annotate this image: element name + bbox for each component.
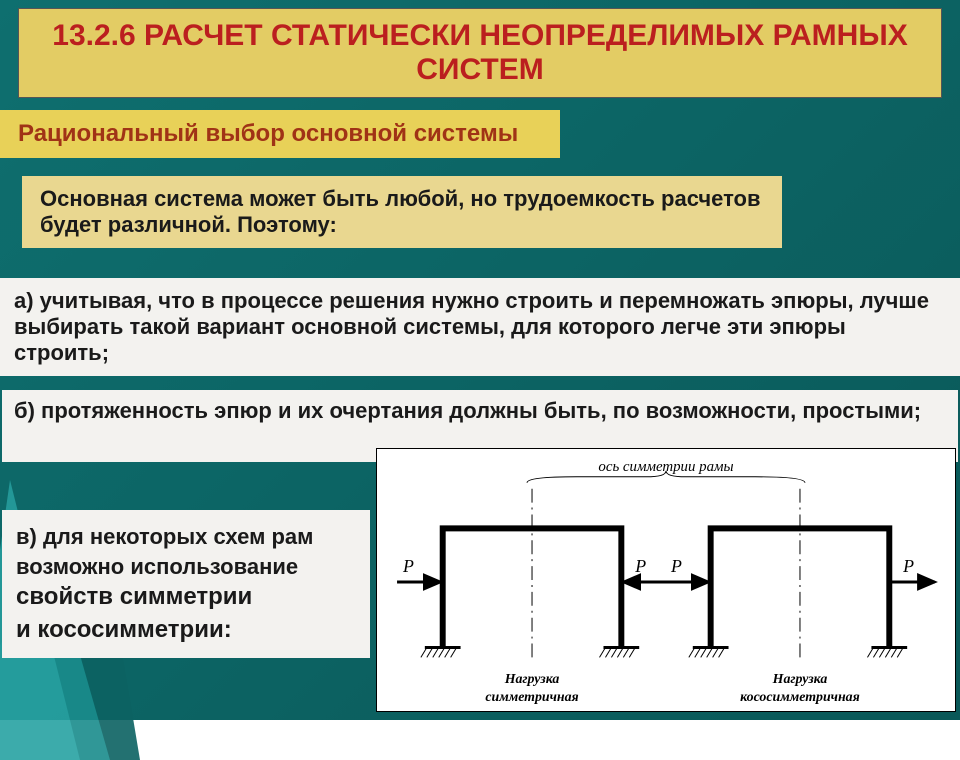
- svg-text:симметричная: симметричная: [485, 690, 578, 705]
- svg-text:P: P: [634, 556, 646, 576]
- note-c-line2: свойств симметрии: [16, 583, 252, 610]
- slide-subtitle: Рациональный выбор основной системы: [0, 110, 560, 158]
- note-c-line1: в) для некоторых схем рам возможно испол…: [16, 524, 313, 579]
- svg-text:Нагрузка: Нагрузка: [772, 672, 828, 687]
- note-b-text: б) протяженность эпюр и их очертания дол…: [14, 398, 921, 423]
- svg-text:кососимметричная: кососимметричная: [740, 690, 860, 705]
- subtitle-text: Рациональный выбор основной системы: [18, 120, 518, 147]
- intro-paragraph: Основная система может быть любой, но тр…: [22, 176, 782, 248]
- svg-text:P: P: [902, 556, 914, 576]
- svg-text:P: P: [670, 556, 682, 576]
- title-text: 13.2.6 РАСЧЕТ СТАТИЧЕСКИ НЕОПРЕДЕЛИМЫХ Р…: [52, 19, 907, 86]
- slide-stage: 13.2.6 РАСЧЕТ СТАТИЧЕСКИ НЕОПРЕДЕЛИМЫХ Р…: [0, 0, 960, 720]
- svg-text:Нагрузка: Нагрузка: [504, 672, 560, 687]
- note-c-colon: :: [224, 616, 232, 643]
- intro-text: Основная система может быть любой, но тр…: [40, 186, 761, 237]
- note-c: в) для некоторых схем рам возможно испол…: [2, 510, 370, 658]
- note-c-line3: и кососимметрии: [16, 616, 224, 643]
- slide-title: 13.2.6 РАСЧЕТ СТАТИЧЕСКИ НЕОПРЕДЕЛИМЫХ Р…: [18, 8, 942, 98]
- note-a: а) учитывая, что в процессе решения нужн…: [0, 278, 960, 376]
- symmetry-diagram: ось симметрии рамыPPНагрузкасимметричная…: [376, 448, 956, 712]
- svg-text:P: P: [402, 556, 414, 576]
- note-a-text: а) учитывая, что в процессе решения нужн…: [14, 288, 929, 365]
